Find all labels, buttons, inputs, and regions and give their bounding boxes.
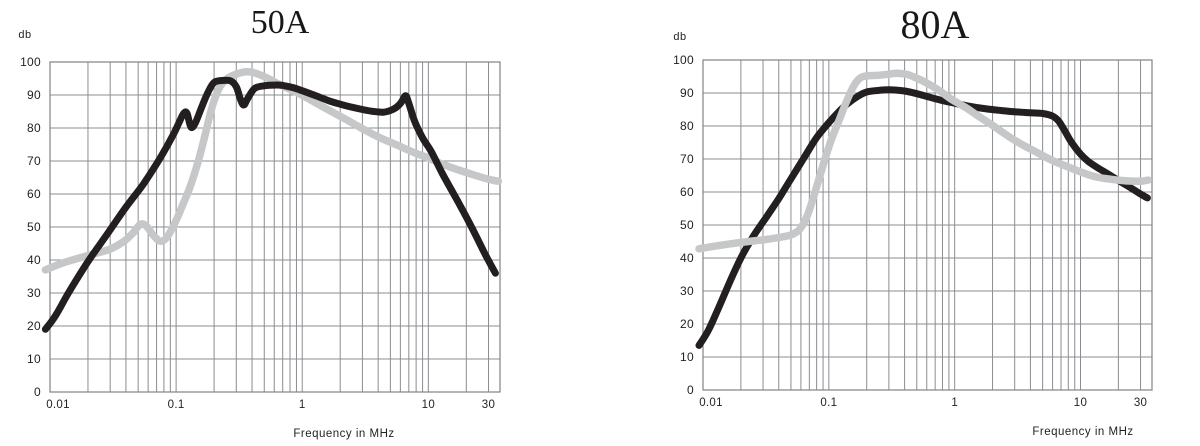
y-tick-label: 70 bbox=[680, 152, 694, 166]
curve-dark-curve bbox=[41, 76, 499, 333]
x-axis-title: Frequency in MHz bbox=[1032, 426, 1133, 438]
plot-border bbox=[702, 59, 1153, 391]
y-tick-label: 20 bbox=[680, 317, 694, 331]
y-tick-label: 70 bbox=[27, 154, 41, 168]
y-tick-label: 10 bbox=[680, 350, 694, 364]
x-tick-label: 30 bbox=[482, 399, 495, 411]
x-tick-label: 1 bbox=[951, 397, 958, 409]
x-tick-label: 10 bbox=[422, 399, 435, 411]
chart-title: 50A bbox=[251, 4, 310, 41]
grid bbox=[49, 61, 500, 393]
y-tick-label: 20 bbox=[27, 319, 41, 333]
y-tick-label: 60 bbox=[680, 185, 694, 199]
y-tick-label: 50 bbox=[27, 220, 41, 234]
x-tick-label: 0.1 bbox=[820, 397, 837, 409]
curve-light-gray-curve bbox=[695, 69, 1152, 253]
chart-50A-svg: 0 10 20 30 40 50 60 70 80 90 100 0.01 0.1 1 10 30 db Freq… bbox=[18, 4, 503, 440]
y-tick-label: 10 bbox=[27, 352, 41, 366]
curve-dark-curve bbox=[695, 86, 1151, 349]
y-tick-label: 80 bbox=[27, 121, 41, 135]
y-tick-label: 30 bbox=[680, 284, 694, 298]
chart-80A-svg: 0 10 20 30 40 50 60 70 80 90 100 0.01 0.1 1 10 30 db Freq… bbox=[673, 2, 1153, 438]
plot-border bbox=[49, 61, 501, 393]
y-axis-unit-label: db bbox=[18, 29, 31, 41]
chart-50A: 0 10 20 30 40 50 60 70 80 90 100 0.01 0.1 1 10 30 db Freq… bbox=[18, 4, 503, 440]
y-tick-label: 90 bbox=[27, 88, 41, 102]
x-tick-label: 30 bbox=[1134, 397, 1147, 409]
y-tick-label: 40 bbox=[27, 253, 41, 267]
chart-80A: 0 10 20 30 40 50 60 70 80 90 100 0.01 0.1 1 10 30 db Freq… bbox=[600, 0, 1200, 446]
y-tick-label: 100 bbox=[673, 53, 694, 67]
chart-title: 80A bbox=[901, 2, 970, 47]
x-axis-title: Frequency in MHz bbox=[293, 428, 394, 440]
y-tick-label: 100 bbox=[20, 55, 41, 69]
x-tick-label: 0.01 bbox=[46, 399, 70, 411]
y-tick-label: 80 bbox=[680, 119, 694, 133]
y-tick-label: 50 bbox=[680, 218, 694, 232]
curve-light-gray-curve bbox=[41, 67, 503, 274]
x-tick-label: 0.1 bbox=[168, 399, 185, 411]
y-tick-label: 90 bbox=[680, 86, 694, 100]
y-tick-label: 40 bbox=[680, 251, 694, 265]
x-tick-label: 10 bbox=[1074, 397, 1087, 409]
y-tick-label: 60 bbox=[27, 187, 41, 201]
y-tick-label: 0 bbox=[687, 383, 694, 397]
x-tick-label: 1 bbox=[299, 399, 306, 411]
y-tick-label: 0 bbox=[34, 385, 41, 399]
y-tick-label: 30 bbox=[27, 286, 41, 300]
x-tick-label: 0.01 bbox=[699, 397, 723, 409]
y-axis-unit-label: db bbox=[673, 31, 686, 43]
grid bbox=[702, 59, 1152, 391]
